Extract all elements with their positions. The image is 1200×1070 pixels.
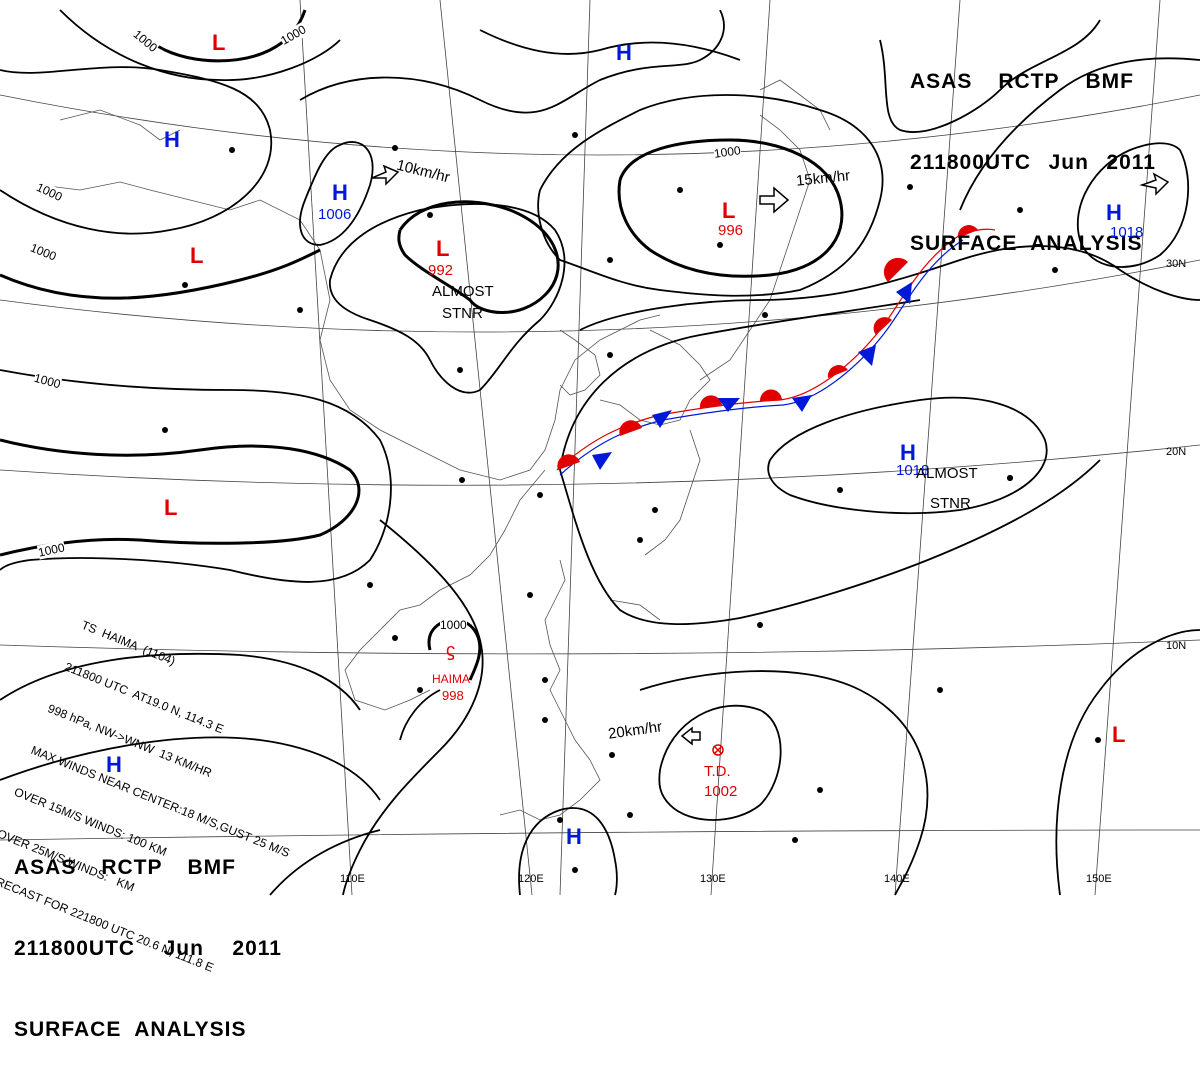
low-center-marker: L [190, 243, 204, 268]
almost-stnr-note: STNR [442, 305, 483, 322]
high-center-marker: H [1106, 200, 1122, 225]
longitude-label: 130E [700, 873, 726, 885]
td-pressure: 1002 [704, 783, 738, 800]
latitude-label: 30N [1166, 258, 1187, 270]
low-center-marker: L [1112, 722, 1126, 747]
high-center-marker: H [566, 824, 582, 849]
low-center-marker: L [436, 236, 450, 261]
high-center-marker: H [164, 127, 180, 152]
latitude-label: 20N [1166, 446, 1187, 458]
motion-arrows [371, 164, 1170, 746]
longitude-label: 150E [1086, 873, 1112, 885]
typhoon-pressure: 998 [442, 688, 464, 703]
high-center-marker: H [616, 40, 632, 65]
high-center-value: 1006 [318, 206, 352, 223]
isobar-label: 1000 [440, 618, 467, 632]
surface-analysis-map [0, 0, 1200, 896]
almost-stnr-note: STNR [930, 495, 971, 512]
title-line1: ASAS RCTP BMF [910, 70, 1134, 93]
high-center-marker: H [332, 180, 348, 205]
front-symbols [557, 225, 978, 470]
latitude-label: 10N [1166, 640, 1187, 652]
longitude-label: 120E [518, 873, 544, 885]
longitude-label: 110E [340, 873, 365, 885]
high-center-value: 1018 [896, 462, 930, 479]
graticule [0, 0, 1200, 896]
high-center-marker: H [106, 752, 122, 777]
title-line2: 211800UTC Jun 2011 [910, 151, 1156, 174]
low-center-marker: L [212, 30, 226, 55]
high-center-value: 1018 [1110, 224, 1144, 241]
low-center-value: 992 [428, 262, 454, 279]
title-line3: SURFACE ANALYSIS [14, 1018, 247, 1041]
low-center-marker: L [164, 495, 178, 520]
isobars [0, 9, 1200, 896]
title-line3: SURFACE ANALYSIS [910, 232, 1143, 255]
almost-stnr-note: ALMOST [916, 465, 978, 482]
coastlines [39, 79, 831, 821]
title-line1: ASAS RCTP BMF [14, 856, 236, 879]
low-center-value: 996 [718, 222, 744, 239]
low-center-marker: L [722, 198, 736, 223]
high-center-marker: H [900, 440, 916, 465]
typhoon-icon: ϛ [446, 640, 455, 660]
td-label: T.D. [704, 763, 731, 780]
longitude-label: 140E [884, 873, 910, 885]
almost-stnr-note: ALMOST [432, 283, 494, 300]
td-symbol-icon [712, 744, 724, 756]
station-plots [162, 132, 1101, 873]
typhoon-name: HAIMA [432, 672, 471, 686]
title-block-top-right: ASAS RCTP BMF 211800UTC Jun 2011 SURFACE… [910, 14, 1160, 284]
